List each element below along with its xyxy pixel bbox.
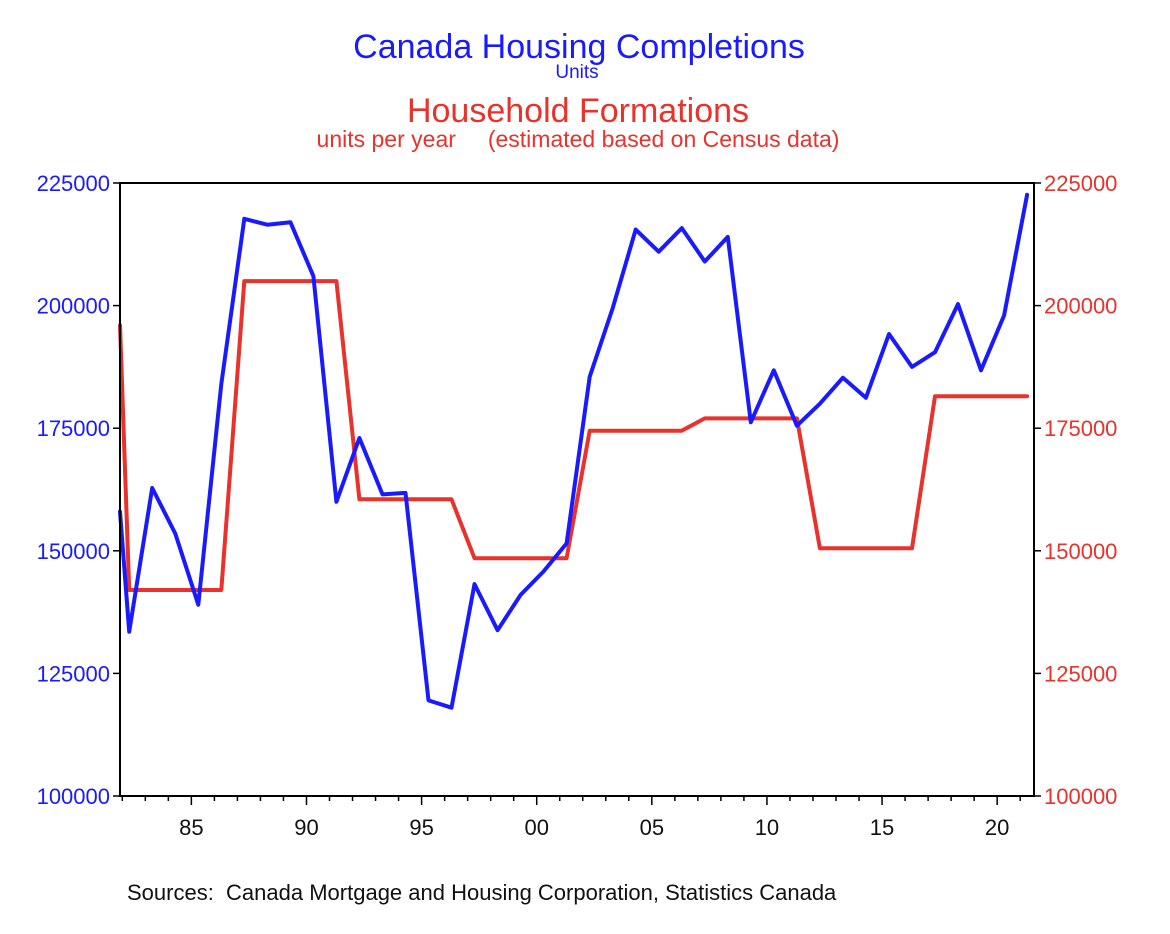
right-tick-label: 225000 [1044,171,1117,196]
left-tick-label: 200000 [37,294,110,319]
x-tick-label: 15 [870,815,894,840]
x-tick-label: 85 [179,815,203,840]
left-axis-ticks: 100000 125000 150000 175000 200000 225000 [37,171,120,809]
chart-title: Canada Housing Completions [353,28,805,66]
left-tick-label: 175000 [37,416,110,441]
x-tick-label: 90 [294,815,318,840]
right-tick-label: 175000 [1044,416,1117,441]
right-tick-label: 200000 [1044,294,1117,319]
chart-title-units: Units [555,62,598,83]
left-tick-label: 100000 [37,784,110,809]
household-formations-line [118,279,1030,592]
right-axis-ticks: 100000 125000 150000 175000 200000 225000 [1034,171,1117,809]
right-tick-label: 100000 [1044,784,1117,809]
chart-title-2: Household Formations [407,92,749,130]
source-note: Sources: Canada Mortgage and Housing Cor… [127,880,837,905]
series-layer [118,192,1030,710]
x-tick-label: 10 [755,815,779,840]
left-tick-label: 125000 [37,661,110,686]
x-tick-label: 95 [409,815,433,840]
x-tick-label: 05 [640,815,664,840]
chart-subtitle-2: units per year (estimated based on Censu… [317,126,840,152]
right-tick-label: 125000 [1044,661,1117,686]
plot-frame [119,182,1035,797]
x-axis-ticks: 85 90 95 00 05 10 15 20 [121,796,1021,840]
housing-completions-line [118,192,1030,710]
right-tick-label: 150000 [1044,539,1117,564]
left-tick-label: 150000 [37,539,110,564]
x-tick-label: 20 [985,815,1009,840]
left-tick-label: 225000 [37,171,110,196]
x-tick-label: 00 [524,815,548,840]
